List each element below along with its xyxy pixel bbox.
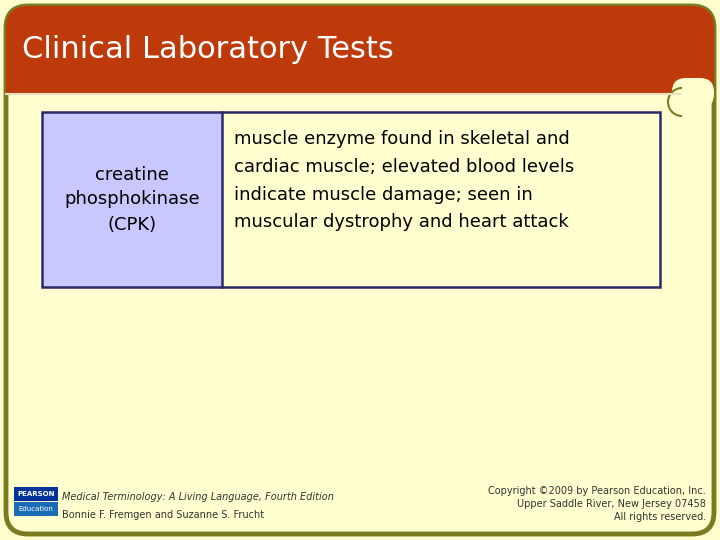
Bar [14, 487, 58, 501]
FancyBboxPatch shape [672, 78, 714, 108]
FancyBboxPatch shape [6, 6, 714, 534]
Text: Bonnie F. Fremgen and Suzanne S. Frucht: Bonnie F. Fremgen and Suzanne S. Frucht [62, 510, 264, 520]
FancyBboxPatch shape [6, 6, 714, 94]
Text: Clinical Laboratory Tests: Clinical Laboratory Tests [22, 36, 394, 64]
Text: All rights reserved.: All rights reserved. [613, 512, 706, 522]
Bar [42, 112, 222, 287]
Text: Medical Terminology: A Living Language, Fourth Edition: Medical Terminology: A Living Language, … [62, 492, 334, 502]
Text: Upper Saddle River, New Jersey 07458: Upper Saddle River, New Jersey 07458 [517, 499, 706, 509]
Bar [42, 112, 660, 287]
Text: Education: Education [19, 506, 53, 512]
Text: muscle enzyme found in skeletal and
cardiac muscle; elevated blood levels
indica: muscle enzyme found in skeletal and card… [234, 130, 575, 232]
Text: PEARSON: PEARSON [17, 491, 55, 497]
Text: Copyright ©2009 by Pearson Education, Inc.: Copyright ©2009 by Pearson Education, In… [488, 486, 706, 496]
Bar [6, 28, 714, 94]
Bar [14, 502, 58, 516]
Text: creatine
phosphokinase
(CPK): creatine phosphokinase (CPK) [64, 165, 200, 233]
